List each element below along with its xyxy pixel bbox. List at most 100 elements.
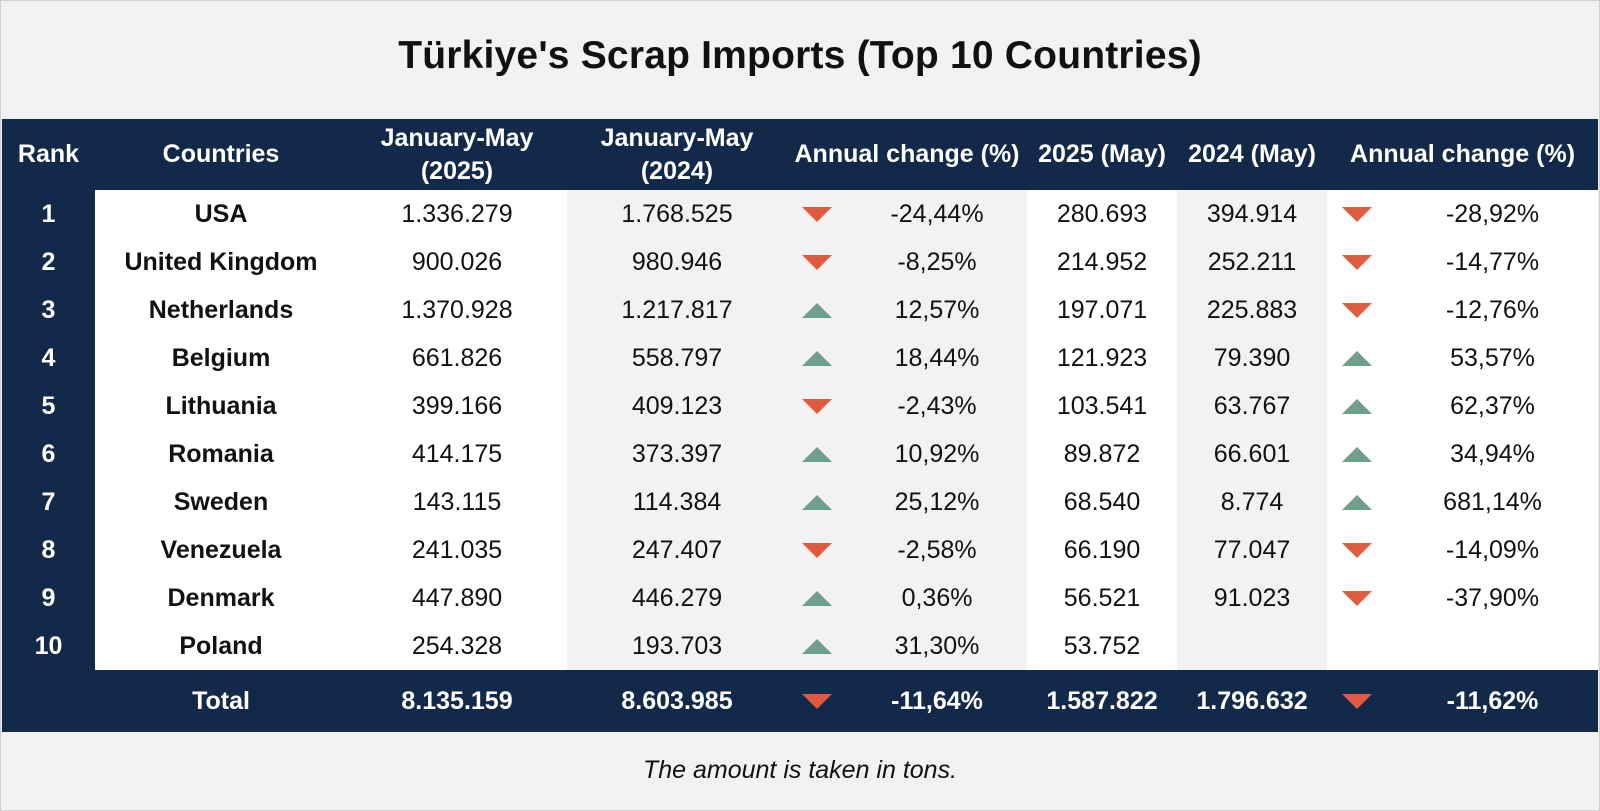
- total-rank-cell: [2, 670, 95, 732]
- up-triangle-icon: [1342, 399, 1373, 415]
- rank-cell: 6: [2, 430, 95, 478]
- jan-may-2025-cell: 661.826: [347, 334, 567, 382]
- jan-may-2024-cell: 1.217.817: [567, 286, 787, 334]
- down-triangle-icon: [802, 207, 832, 223]
- change1-cell: 10,92%: [847, 430, 1028, 478]
- change1-cell: 12,57%: [847, 286, 1028, 334]
- change2-cell: -14,77%: [1387, 238, 1599, 286]
- change2-arrow-cell: [1327, 238, 1388, 286]
- change1-arrow-cell: [787, 478, 847, 526]
- down-triangle-icon: [1342, 694, 1373, 710]
- down-triangle-icon: [1342, 303, 1373, 319]
- down-triangle-icon: [802, 694, 832, 710]
- change2-arrow-cell: [1327, 382, 1388, 430]
- may-2024-cell: 77.047: [1177, 526, 1328, 574]
- up-triangle-icon: [802, 447, 832, 463]
- jan-may-2025-cell: 447.890: [347, 574, 567, 622]
- change2-cell: 681,14%: [1387, 478, 1599, 526]
- change1-arrow-cell: [787, 430, 847, 478]
- total-label-cell: Total: [95, 670, 347, 732]
- header-jan-may-2024-line2: (2024): [640, 156, 714, 185]
- change2-cell: -12,76%: [1387, 286, 1599, 334]
- jan-may-2024-cell: 114.384: [567, 478, 787, 526]
- up-triangle-icon: [1342, 351, 1373, 367]
- total-jan-may-2025-cell: 8.135.159: [347, 670, 567, 732]
- rank-cell: 8: [2, 526, 95, 574]
- change2-cell: -28,92%: [1387, 190, 1599, 238]
- country-cell: Romania: [95, 430, 347, 478]
- header-jan-may-2024-line1: January-May: [600, 123, 754, 152]
- table-row: 10 Poland 254.328 193.703 31,30% 53.752: [2, 622, 1599, 670]
- header-rank: Rank: [2, 119, 95, 190]
- change1-cell: 31,30%: [847, 622, 1028, 670]
- rank-cell: 5: [2, 382, 95, 430]
- change2-arrow-cell: [1327, 574, 1388, 622]
- table-row: 2 United Kingdom 900.026 980.946 -8,25% 214.9…: [2, 238, 1599, 286]
- may-2024-cell: 394.914: [1177, 190, 1328, 238]
- down-triangle-icon: [1342, 207, 1373, 223]
- change1-cell: -2,43%: [847, 382, 1028, 430]
- jan-may-2024-cell: 446.279: [567, 574, 787, 622]
- up-triangle-icon: [802, 351, 832, 367]
- change1-cell: 18,44%: [847, 334, 1028, 382]
- change1-arrow-cell: [787, 190, 847, 238]
- change2-cell: -37,90%: [1387, 574, 1599, 622]
- may-2024-cell: 91.023: [1177, 574, 1328, 622]
- footnote: The amount is taken in tons.: [642, 756, 958, 784]
- change2-arrow-cell: [1327, 334, 1388, 382]
- change1-arrow-cell: [787, 574, 847, 622]
- table-row: 3 Netherlands 1.370.928 1.217.817 12,57% 197.…: [2, 286, 1599, 334]
- table-row: 6 Romania 414.175 373.397 10,92% 89.872 66.601…: [2, 430, 1599, 478]
- table-header-row: Rank Countries January-May (2025) January…: [2, 119, 1599, 190]
- change1-cell: -8,25%: [847, 238, 1028, 286]
- may-2025-cell: 103.541: [1027, 382, 1178, 430]
- country-cell: Denmark: [95, 574, 347, 622]
- change2-cell: [1387, 622, 1599, 670]
- country-cell: Venezuela: [95, 526, 347, 574]
- jan-may-2025-cell: 414.175: [347, 430, 567, 478]
- total-change1-cell: -11,64%: [847, 670, 1028, 732]
- may-2024-cell: 63.767: [1177, 382, 1328, 430]
- rank-cell: 9: [2, 574, 95, 622]
- change1-arrow-cell: [787, 526, 847, 574]
- may-2024-cell: 225.883: [1177, 286, 1328, 334]
- change1-arrow-cell: [787, 382, 847, 430]
- total-may-2024-cell: 1.796.632: [1177, 670, 1328, 732]
- change2-arrow-cell: [1327, 286, 1388, 334]
- may-2024-cell: [1177, 622, 1328, 670]
- country-cell: Belgium: [95, 334, 347, 382]
- total-change1-arrow-cell: [787, 670, 847, 732]
- jan-may-2024-cell: 247.407: [567, 526, 787, 574]
- may-2025-cell: 66.190: [1027, 526, 1178, 574]
- up-triangle-icon: [1342, 447, 1373, 463]
- rank-cell: 2: [2, 238, 95, 286]
- total-jan-may-2024-cell: 8.603.985: [567, 670, 787, 732]
- may-2025-cell: 56.521: [1027, 574, 1178, 622]
- header-jan-may-2025-line1: January-May: [380, 123, 534, 152]
- jan-may-2025-cell: 399.166: [347, 382, 567, 430]
- change1-arrow-cell: [787, 238, 847, 286]
- change1-cell: -24,44%: [847, 190, 1028, 238]
- change1-cell: 0,36%: [847, 574, 1028, 622]
- header-may-2025: 2025 (May): [1027, 119, 1178, 190]
- rank-cell: 3: [2, 286, 95, 334]
- country-cell: Netherlands: [95, 286, 347, 334]
- header-jan-may-2025-line2: (2025): [420, 156, 494, 185]
- change1-arrow-cell: [787, 334, 847, 382]
- may-2025-cell: 197.071: [1027, 286, 1178, 334]
- header-may-2024: 2024 (May): [1177, 119, 1328, 190]
- jan-may-2024-cell: 193.703: [567, 622, 787, 670]
- may-2025-cell: 280.693: [1027, 190, 1178, 238]
- header-jan-may-2025: January-May (2025): [347, 119, 567, 190]
- change1-cell: 25,12%: [847, 478, 1028, 526]
- header-annual-change-2: Annual change (%): [1327, 119, 1599, 190]
- may-2025-cell: 53.752: [1027, 622, 1178, 670]
- table-row: 1 USA 1.336.279 1.768.525 -24,44% 280.693 394.…: [2, 190, 1599, 238]
- chart-title: Türkiye's Scrap Imports (Top 10 Countrie…: [398, 34, 1202, 77]
- up-triangle-icon: [802, 639, 832, 655]
- change2-cell: 62,37%: [1387, 382, 1599, 430]
- jan-may-2025-cell: 900.026: [347, 238, 567, 286]
- jan-may-2024-cell: 1.768.525: [567, 190, 787, 238]
- up-triangle-icon: [1342, 495, 1373, 511]
- change1-cell: -2,58%: [847, 526, 1028, 574]
